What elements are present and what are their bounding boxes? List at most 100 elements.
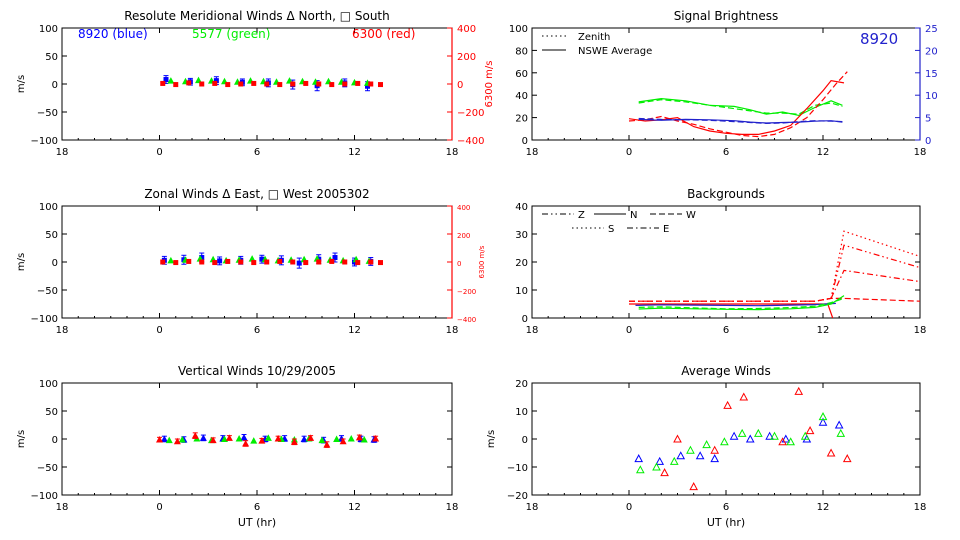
plot-frame bbox=[531, 382, 921, 496]
legend-label: Zenith bbox=[578, 32, 610, 43]
data-point bbox=[765, 431, 774, 440]
data-point bbox=[316, 81, 322, 87]
color-key-green: 5577 (green) bbox=[192, 27, 270, 41]
color-key-red: 6300 (red) bbox=[352, 27, 415, 41]
x-axis-label: UT (hr) bbox=[707, 516, 745, 529]
y-tick-label: 80 bbox=[515, 46, 528, 57]
plot-frame bbox=[61, 382, 453, 496]
x-tick-label: 6 bbox=[254, 502, 260, 513]
x-tick-label: 0 bbox=[156, 147, 162, 158]
data-point bbox=[199, 259, 205, 265]
legend-label: S bbox=[608, 224, 614, 235]
data-point bbox=[778, 437, 787, 446]
x-tick-label: 18 bbox=[526, 325, 539, 336]
x-tick-label: 18 bbox=[56, 147, 69, 158]
data-point bbox=[240, 433, 248, 441]
data-point bbox=[300, 435, 308, 442]
data-point bbox=[213, 78, 219, 84]
data-point bbox=[729, 431, 739, 440]
chart-title: Backgrounds bbox=[687, 187, 765, 201]
y-tick-label: 0 bbox=[522, 136, 528, 147]
data-point bbox=[669, 456, 679, 465]
data-point bbox=[660, 468, 669, 477]
y-tick-label: 20 bbox=[515, 379, 528, 390]
data-layer bbox=[160, 75, 383, 92]
y-axis-label: m/s bbox=[16, 253, 27, 271]
y-tick-label: −50 bbox=[37, 463, 58, 474]
data-point bbox=[258, 437, 266, 444]
series-line bbox=[635, 302, 836, 307]
y2-tick-label: 5 bbox=[925, 114, 931, 125]
data-layer bbox=[629, 230, 920, 318]
x-tick-label: 18 bbox=[446, 325, 459, 336]
plot-frame bbox=[61, 205, 453, 319]
data-point bbox=[347, 434, 355, 442]
y2-tick-label: 10 bbox=[925, 91, 938, 102]
chart-title: Vertical Winds 10/29/2005 bbox=[178, 364, 336, 378]
chart-title: Average Winds bbox=[681, 364, 771, 378]
data-point bbox=[217, 258, 223, 264]
data-point bbox=[834, 420, 844, 429]
y-tick-label: 0 bbox=[52, 258, 58, 269]
x-tick-label: 18 bbox=[526, 502, 539, 513]
data-point bbox=[167, 256, 175, 264]
x-tick-label: 6 bbox=[723, 502, 729, 513]
y2-axis-label: 6300 m/s bbox=[484, 61, 495, 108]
data-point bbox=[737, 428, 747, 437]
x-tick-label: 12 bbox=[348, 502, 361, 513]
y-tick-label: 10 bbox=[515, 286, 528, 297]
y2-tick-label: 0 bbox=[457, 80, 463, 91]
y-axis-label: m/s bbox=[16, 75, 27, 93]
y-tick-label: 50 bbox=[45, 230, 58, 241]
data-point bbox=[225, 258, 231, 264]
series-line bbox=[628, 71, 848, 138]
data-point bbox=[753, 428, 763, 437]
x-tick-label: 18 bbox=[446, 147, 459, 158]
data-point bbox=[199, 81, 205, 87]
data-point bbox=[165, 436, 173, 444]
data-layer bbox=[156, 432, 380, 448]
series-line bbox=[638, 117, 843, 125]
data-point bbox=[248, 255, 256, 262]
x-tick-label: 18 bbox=[446, 502, 459, 513]
data-point bbox=[655, 456, 665, 465]
data-point bbox=[191, 432, 199, 439]
data-point bbox=[826, 448, 836, 457]
data-point bbox=[225, 434, 233, 441]
data-point bbox=[800, 431, 810, 440]
y2-tick-label: −400 bbox=[457, 316, 476, 324]
y-tick-label: 0 bbox=[522, 314, 528, 325]
data-point bbox=[836, 428, 846, 437]
data-point bbox=[686, 445, 695, 454]
y-tick-label: −50 bbox=[37, 286, 58, 297]
y2-tick-label: 0 bbox=[457, 260, 461, 268]
series-line bbox=[638, 295, 845, 311]
y-tick-label: 100 bbox=[39, 24, 58, 35]
data-point bbox=[378, 82, 383, 88]
x-tick-label: 18 bbox=[914, 502, 927, 513]
y-tick-label: 30 bbox=[515, 230, 528, 241]
chart-meridional: Resolute Meridional Winds Δ North, □ Sou… bbox=[16, 9, 495, 158]
y-axis-label: m/s bbox=[16, 430, 27, 448]
y2-tick-label: −200 bbox=[457, 288, 476, 296]
data-point bbox=[160, 259, 166, 265]
series-line bbox=[638, 297, 845, 310]
y-tick-label: 100 bbox=[509, 24, 528, 35]
data-point bbox=[673, 434, 682, 443]
data-point bbox=[238, 259, 244, 265]
series-line bbox=[629, 269, 920, 302]
legend-label: N bbox=[630, 210, 637, 221]
chart-zonal: Zonal Winds Δ East, □ West 2005302 18 0 6 12… bbox=[16, 187, 486, 336]
x-tick-label: 6 bbox=[723, 147, 729, 158]
y2-tick-label: −200 bbox=[457, 108, 484, 119]
data-point bbox=[274, 434, 282, 442]
x-tick-label: 18 bbox=[914, 325, 927, 336]
y-tick-label: −10 bbox=[507, 463, 528, 474]
y2-tick-label: 400 bbox=[457, 204, 470, 212]
chart-title: Signal Brightness bbox=[674, 9, 779, 23]
data-point bbox=[160, 80, 166, 86]
data-point bbox=[316, 259, 322, 265]
